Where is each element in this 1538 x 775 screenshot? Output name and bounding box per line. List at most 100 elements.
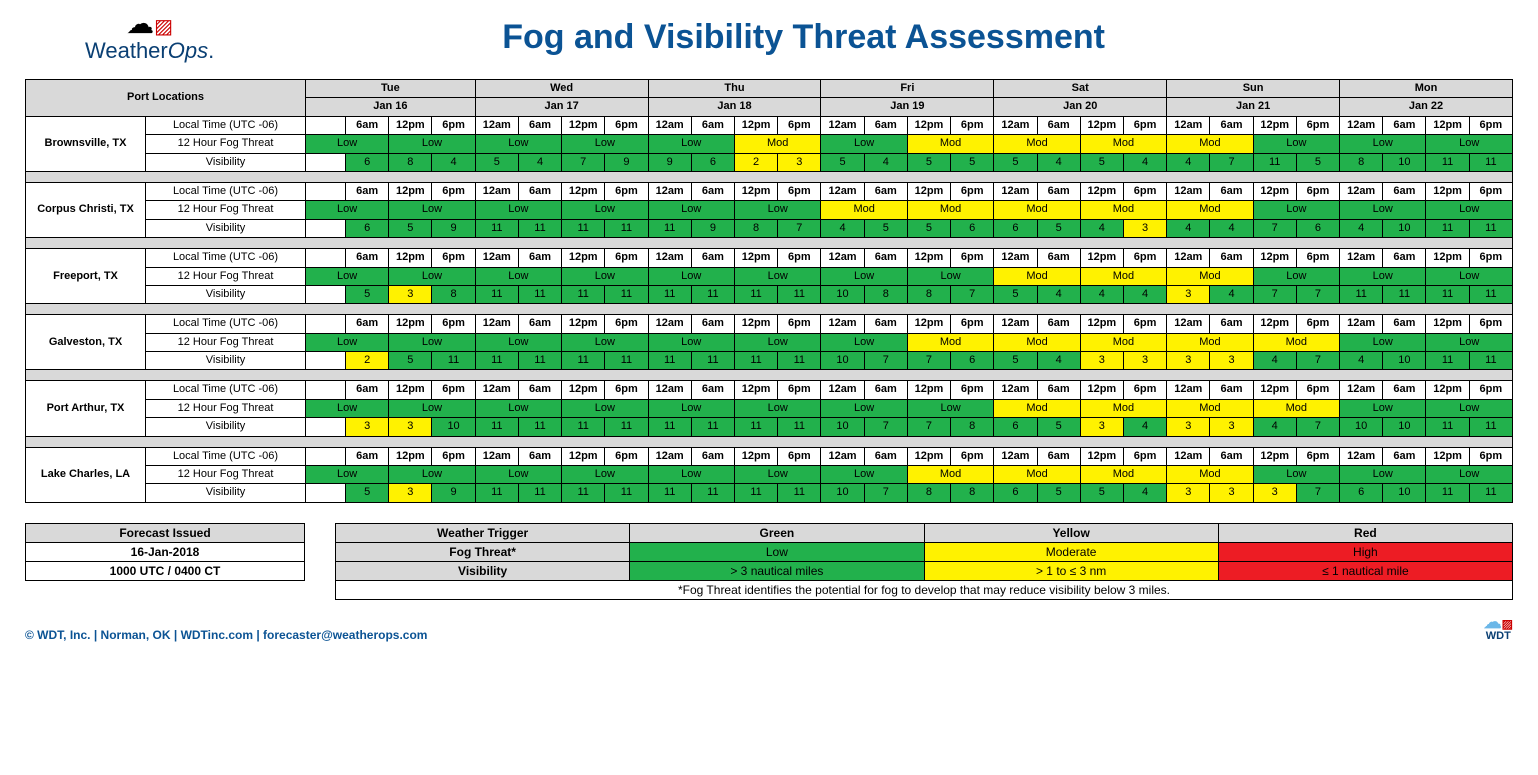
vis-cell: 9 — [691, 219, 734, 237]
vis-cell: 5 — [1296, 153, 1339, 171]
fog-cell: Mod — [994, 466, 1080, 484]
fog-cell: Low — [1253, 135, 1339, 153]
vis-cell: 10 — [1383, 219, 1426, 237]
fog-cell: Low — [562, 267, 648, 285]
fog-cell: Mod — [994, 399, 1080, 417]
vis-cell: 6 — [994, 219, 1037, 237]
port-name: Port Arthur, TX — [26, 381, 146, 436]
vis-cell: 5 — [907, 219, 950, 237]
vis-cell: 7 — [1253, 285, 1296, 303]
vis-cell: 6 — [346, 219, 389, 237]
vis-cell: 4 — [1123, 153, 1166, 171]
fog-cell: Mod — [907, 466, 993, 484]
fog-cell: Low — [1340, 201, 1426, 219]
vis-cell: 3 — [778, 153, 821, 171]
legend-col-red: Red — [1218, 523, 1512, 542]
fog-cell: Low — [821, 333, 907, 351]
vis-cell: 10 — [821, 418, 864, 436]
vis-cell: 5 — [1037, 418, 1080, 436]
vis-cell: 11 — [778, 285, 821, 303]
legend-col-yellow: Yellow — [924, 523, 1218, 542]
row-label-fog: 12 Hour Fog Threat — [146, 399, 306, 417]
vis-cell: 11 — [1469, 484, 1512, 502]
fog-cell: Low — [306, 333, 389, 351]
vis-cell: 7 — [1210, 153, 1253, 171]
vis-cell: 10 — [821, 484, 864, 502]
row-label-fog: 12 Hour Fog Threat — [146, 135, 306, 153]
vis-cell: 4 — [1210, 285, 1253, 303]
vis-cell: 10 — [821, 285, 864, 303]
vis-cell: 6 — [994, 484, 1037, 502]
vis-cell: 5 — [951, 153, 994, 171]
vis-cell: 5 — [994, 352, 1037, 370]
vis-cell: 5 — [1037, 484, 1080, 502]
issued-time: 1000 UTC / 0400 CT — [26, 561, 305, 580]
row-label-vis: Visibility — [146, 418, 306, 436]
vis-cell: 4 — [1253, 418, 1296, 436]
vis-cell: 8 — [907, 285, 950, 303]
vis-cell: 11 — [1426, 153, 1469, 171]
vis-cell: 3 — [1210, 484, 1253, 502]
vis-cell: 3 — [1080, 352, 1123, 370]
vis-cell: 10 — [1340, 418, 1383, 436]
vis-cell: 11 — [734, 285, 777, 303]
fog-cell: Low — [1426, 135, 1513, 153]
vis-cell: 10 — [821, 352, 864, 370]
fog-cell: Low — [475, 466, 561, 484]
fog-cell: Low — [1426, 333, 1513, 351]
fog-cell: Low — [306, 267, 389, 285]
vis-cell: 6 — [691, 153, 734, 171]
fog-cell: Mod — [1080, 267, 1166, 285]
legend-vis-green: > 3 nautical miles — [630, 561, 924, 580]
vis-cell: 7 — [907, 418, 950, 436]
vis-cell: 6 — [1296, 219, 1339, 237]
vis-cell: 11 — [691, 484, 734, 502]
cloud-icon: ☁︎▨ — [126, 10, 173, 38]
vis-cell: 8 — [951, 418, 994, 436]
vis-cell: 8 — [951, 484, 994, 502]
vis-cell: 8 — [432, 285, 475, 303]
fog-cell: Low — [1253, 466, 1339, 484]
fog-cell: Mod — [1167, 399, 1253, 417]
fog-cell: Low — [562, 399, 648, 417]
legend-col-green: Green — [630, 523, 924, 542]
vis-cell: 11 — [518, 352, 561, 370]
vis-cell: 11 — [518, 418, 561, 436]
fog-cell: Mod — [907, 135, 993, 153]
row-label-time: Local Time (UTC -06) — [146, 381, 306, 399]
vis-cell: 11 — [648, 418, 691, 436]
fog-cell: Low — [389, 333, 475, 351]
fog-cell: Low — [1426, 466, 1513, 484]
fog-cell: Low — [562, 466, 648, 484]
vis-cell: 11 — [1469, 285, 1512, 303]
wdt-logo: ☁︎▨ WDT — [1484, 614, 1513, 642]
vis-cell: 5 — [389, 352, 432, 370]
vis-cell: 5 — [994, 153, 1037, 171]
vis-cell: 11 — [778, 418, 821, 436]
row-label-fog: 12 Hour Fog Threat — [146, 466, 306, 484]
vis-cell: 3 — [1167, 418, 1210, 436]
fog-cell: Mod — [821, 201, 907, 219]
row-label-fog: 12 Hour Fog Threat — [146, 201, 306, 219]
fog-cell: Mod — [1080, 135, 1166, 153]
vis-cell: 4 — [864, 153, 907, 171]
fog-cell: Low — [648, 267, 734, 285]
fog-cell: Mod — [1080, 201, 1166, 219]
fog-cell: Low — [734, 267, 820, 285]
fog-cell: Mod — [994, 267, 1080, 285]
legend-note: *Fog Threat identifies the potential for… — [336, 580, 1513, 599]
vis-cell: 3 — [389, 484, 432, 502]
vis-cell: 11 — [605, 285, 648, 303]
bottom-row: Forecast Issued 16-Jan-2018 1000 UTC / 0… — [25, 523, 1513, 600]
fog-cell: Low — [562, 333, 648, 351]
legend-vis-yellow: > 1 to ≤ 3 nm — [924, 561, 1218, 580]
fog-cell: Low — [1340, 135, 1426, 153]
vis-cell: 11 — [605, 484, 648, 502]
vis-cell: 3 — [1210, 418, 1253, 436]
fog-cell: Low — [648, 135, 734, 153]
vis-cell: 7 — [864, 484, 907, 502]
fog-cell: Low — [907, 399, 993, 417]
vis-cell: 10 — [1383, 418, 1426, 436]
fog-cell: Low — [907, 267, 993, 285]
row-label-vis: Visibility — [146, 153, 306, 171]
